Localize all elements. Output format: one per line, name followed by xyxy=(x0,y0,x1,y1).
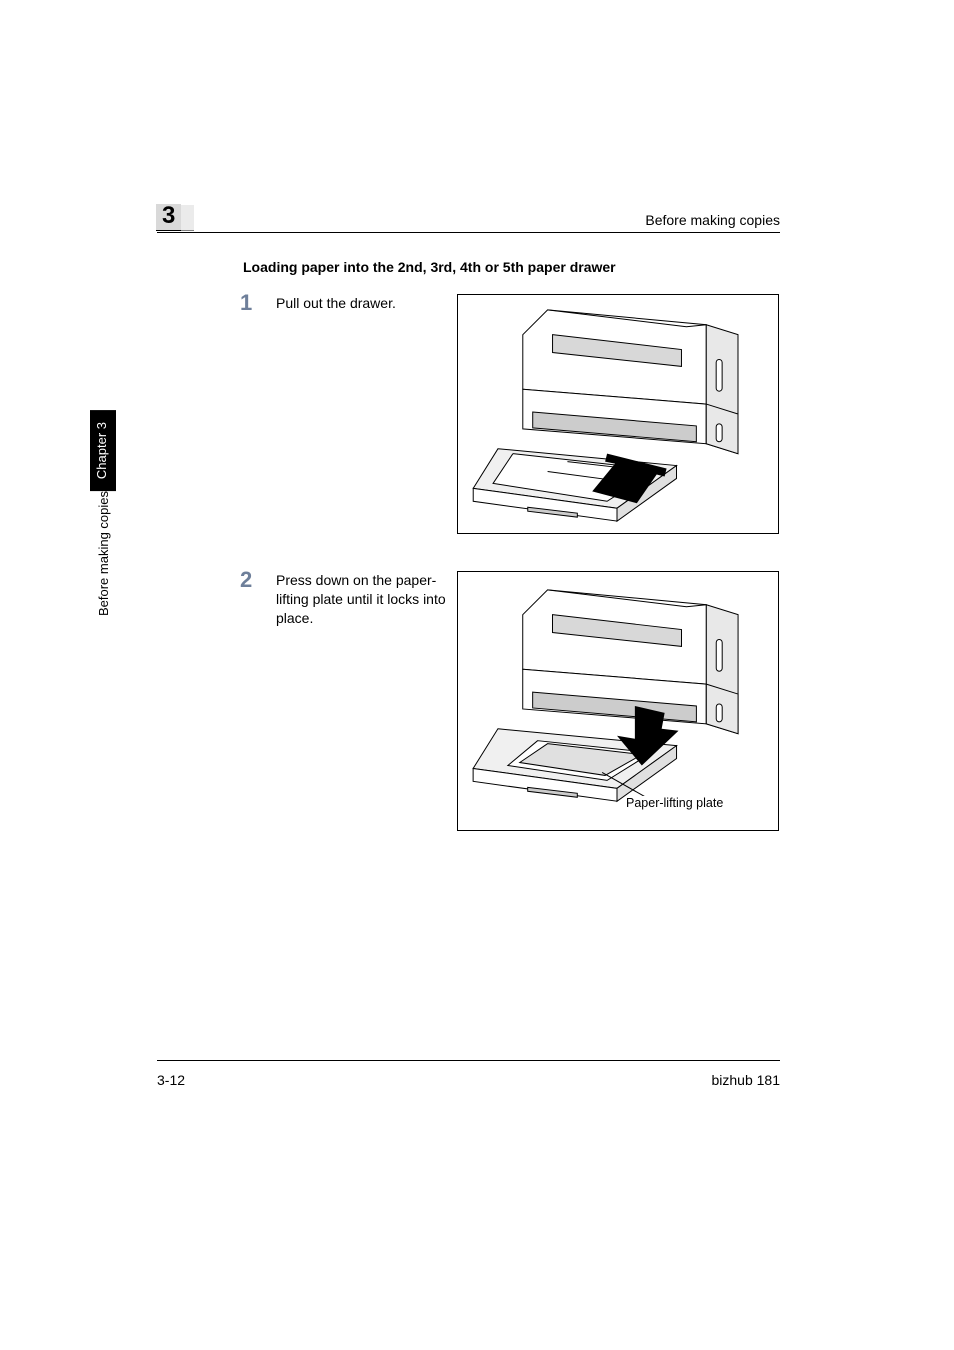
footer-rule xyxy=(157,1060,780,1061)
header-rule xyxy=(157,232,780,233)
badge-tail xyxy=(180,205,194,231)
step-2-number: 2 xyxy=(240,567,252,593)
chapter-badge: 3 xyxy=(156,204,194,231)
illustration-2: Paper-lifting plate xyxy=(457,571,779,831)
step-1: 1 Pull out the drawer. xyxy=(243,294,453,313)
step-1-number: 1 xyxy=(240,290,252,316)
footer-model: bizhub 181 xyxy=(711,1072,780,1088)
page: 3 Before making copies Chapter 3 Before … xyxy=(0,0,954,1350)
callout-paper-lifting-plate: Paper-lifting plate xyxy=(626,796,723,810)
side-tab: Chapter 3 Before making copies xyxy=(90,410,116,705)
illustration-1 xyxy=(457,294,779,534)
section-title: Loading paper into the 2nd, 3rd, 4th or … xyxy=(243,259,616,275)
step-1-text: Pull out the drawer. xyxy=(276,294,453,313)
chapter-number: 3 xyxy=(156,204,181,231)
side-tab-chapter: Chapter 3 xyxy=(90,410,116,491)
footer-page-number: 3-12 xyxy=(157,1072,185,1088)
step-2-text: Press down on the paper-lifting plate un… xyxy=(276,571,453,628)
header-title: Before making copies xyxy=(645,212,780,228)
step-2: 2 Press down on the paper-lifting plate … xyxy=(243,571,453,628)
side-tab-section: Before making copies xyxy=(96,491,111,640)
